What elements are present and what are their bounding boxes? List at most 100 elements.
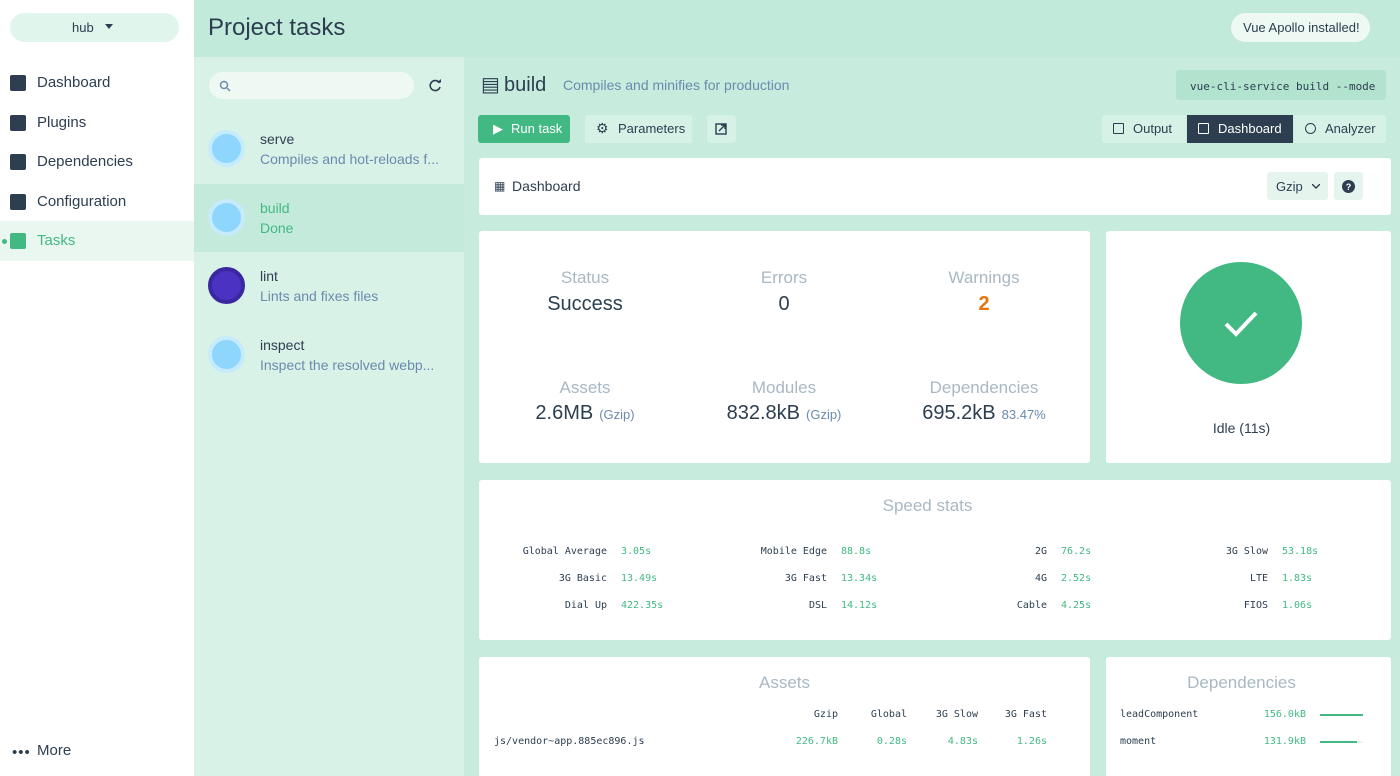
speed-value: 13.49s [621,573,658,584]
speed-value: 76.2s [1061,546,1092,557]
search-icon [219,80,231,92]
nav-item[interactable]: Dashboard [37,74,111,91]
speed-label: 2G [1034,546,1047,557]
nav-icon [10,154,26,170]
speed-label: Dial Up [564,600,607,611]
task-item-name[interactable]: lint [260,268,278,284]
speed-value: 14.12s [841,600,878,611]
dashboard-icon: ▦ [494,179,506,193]
task-item-name[interactable]: build [260,199,290,216]
assets-title: Assets [758,673,811,692]
task-item-name[interactable]: serve [260,131,295,147]
stats-card [479,231,1090,463]
command-box [1176,70,1386,100]
dependency-name: leadComponent [1120,709,1199,720]
speed-title: Speed stats [882,496,973,515]
gear-icon: ⚙ [596,120,609,136]
nav-item[interactable]: Tasks [37,232,76,249]
notification-text: Vue Apollo installed! [1243,20,1360,35]
task-item-description: Done [260,219,294,236]
task-item-name[interactable]: inspect [260,336,305,353]
assets-card [479,657,1090,776]
stat-value: 0 [778,293,790,315]
stat-value: 832.8kB [726,402,800,424]
speed-value: 422.35s [621,600,664,611]
status-indicator [1180,262,1302,384]
nav-icon [10,194,26,210]
stat-value-row: 832.8kB (Gzip) [634,403,934,423]
nav-item[interactable]: Configuration [37,193,127,210]
dependencies-card [1106,657,1391,776]
more[interactable]: More [37,742,72,759]
asset-file: js/vendor~app.885ec896.js [494,736,645,747]
nav-icon [10,233,26,249]
stat-note: 83.47% [1001,407,1046,422]
asset-column: 3G Fast [1004,709,1047,720]
stat-note: (Gzip) [806,407,842,422]
refresh-icon[interactable] [429,79,442,92]
run-label: Run task [511,121,563,136]
run-button[interactable] [478,115,570,143]
task-description: Compiles and minifies for production [563,77,790,93]
view-icon [1113,123,1124,134]
caret [105,24,113,29]
stat-value: 695.2kB [922,402,996,424]
nav-item[interactable]: Plugins [37,114,87,131]
status-label: Idle (11s) [1212,420,1271,436]
speed-value: 1.83s [1282,573,1313,584]
view-label: Output [1133,121,1173,136]
nav-active-bg [0,221,194,261]
speed-label: Cable [1016,600,1047,611]
stat-label: Status [560,268,610,287]
asset-value: 0.28s [876,736,907,747]
view-icon [1305,123,1316,134]
asset-value: 1.26s [1016,736,1047,747]
task-icon [208,335,245,373]
sidebar [0,0,194,776]
command: vue-cli-service build --mode [1190,80,1376,93]
stat-value-row: 2.6MB (Gzip) [435,403,735,423]
dependency-bar [1320,714,1363,716]
asset-column: 3G Slow [935,709,978,720]
nav-item[interactable]: Dependencies [37,153,133,170]
dashboard-title: Dashboard [512,178,581,194]
view-button[interactable] [1187,115,1293,143]
caret [1312,184,1320,189]
dependency-bar [1320,741,1357,743]
speed-value: 4.25s [1061,600,1092,611]
task-icon: ▤ [481,74,500,96]
svg-text:?: ? [1346,182,1352,192]
active-dot [2,239,7,244]
speed-value: 2.52s [1061,573,1092,584]
speed-label: 3G Slow [1225,546,1268,557]
speed-label: 3G Basic [558,573,607,584]
task-list [194,57,464,776]
stat-label: Dependencies [929,378,1039,397]
dependency-size: 131.9kB [1263,736,1306,747]
task-icon [208,130,245,167]
project-select[interactable] [10,13,179,42]
view-label: Dashboard [1218,121,1282,136]
view-icon [1198,123,1209,134]
task-icon [208,198,245,236]
speed-label: LTE [1249,573,1268,584]
notification[interactable] [1231,13,1370,42]
parameters-button[interactable] [585,115,692,143]
view-button[interactable] [1102,115,1186,143]
speed-value: 88.8s [841,546,872,557]
search-input[interactable] [209,72,414,99]
dashboard-bar [479,158,1391,215]
stat-value: 2.6MB [535,402,594,424]
nav-icon [10,75,26,91]
asset-column: Gzip [813,709,838,720]
help-icon: ? [1342,180,1355,193]
nav-icon [10,115,26,131]
asset-column: Global [870,709,907,720]
view-label: Analyzer [1325,121,1376,136]
dependency-name: moment [1120,736,1157,747]
speed-value: 53.18s [1282,546,1319,557]
speed-label: 3G Fast [784,573,827,584]
asset-value: 4.83s [947,736,978,747]
stat-value-row: 695.2kB 83.47% [834,403,1134,423]
